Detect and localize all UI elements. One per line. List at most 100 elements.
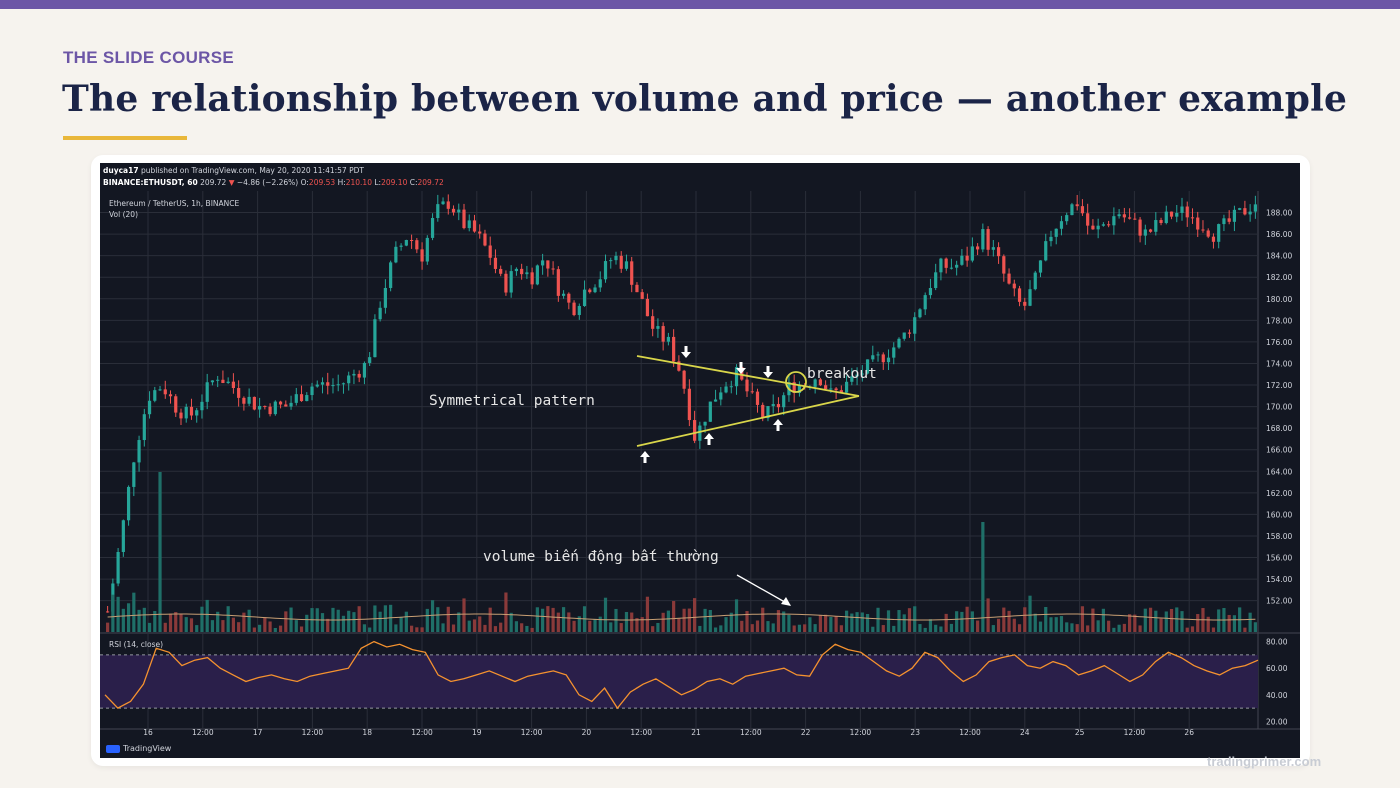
candle-body	[719, 392, 723, 400]
candle-body	[305, 395, 309, 402]
volume-bar	[755, 620, 760, 632]
volume-bar	[713, 627, 718, 632]
candle-body	[404, 239, 408, 246]
volume-bar	[897, 610, 901, 632]
volume-bar	[1253, 622, 1257, 632]
volume-bar	[923, 627, 927, 632]
volume-bar	[855, 612, 859, 632]
volume-arrow-head-icon	[781, 597, 791, 606]
candle-body	[865, 359, 870, 374]
candle-body	[656, 326, 660, 329]
candle-body	[860, 373, 864, 375]
candle-body	[425, 237, 429, 262]
volume-bar	[829, 616, 833, 632]
candle-body	[1101, 224, 1105, 226]
volume-label: Vol (20)	[109, 210, 139, 219]
candle-body	[913, 317, 917, 334]
volume-bar	[902, 614, 906, 632]
chart-published: published on TradingView.com, May 20, 20…	[140, 166, 364, 175]
candle-body	[844, 381, 849, 393]
volume-bar	[137, 609, 141, 632]
volume-bar	[976, 620, 980, 632]
volume-bar	[1190, 626, 1195, 632]
candle-body	[672, 336, 676, 362]
candle-body	[1138, 219, 1142, 236]
breakout-circle	[785, 371, 807, 393]
volume-bar	[263, 617, 267, 632]
candle-body	[1133, 218, 1137, 220]
candle-body	[310, 386, 314, 396]
candle-body	[1023, 301, 1027, 306]
candle-body	[593, 287, 597, 293]
candle-body	[1049, 236, 1053, 242]
candle-body	[221, 379, 225, 384]
candle-body	[1112, 216, 1116, 226]
candle-body	[996, 247, 1001, 257]
candle-body	[918, 309, 922, 318]
triangle-upper-line	[636, 355, 860, 397]
volume-bar	[378, 611, 382, 632]
candle-body	[949, 267, 954, 269]
rsi-band	[100, 654, 1258, 709]
candle-body	[991, 247, 995, 250]
tradingview-logo: TradingView	[106, 744, 171, 753]
candle-body	[284, 404, 288, 407]
volume-bar	[876, 607, 880, 632]
candle-body	[619, 255, 623, 269]
volume-bar	[462, 598, 466, 632]
h-label: H:	[337, 178, 346, 187]
candle-body	[1075, 204, 1079, 207]
volume-bar	[472, 619, 477, 632]
x-tick-label: 12:00	[740, 728, 762, 737]
volume-bar	[252, 627, 256, 632]
volume-bar	[839, 625, 843, 632]
candle-body	[226, 381, 230, 384]
candle-body	[252, 396, 256, 410]
volume-bar	[1002, 607, 1006, 632]
volume-bar	[457, 612, 461, 632]
candle-body	[195, 410, 199, 416]
candle-body	[745, 379, 749, 392]
volume-bar	[693, 598, 697, 632]
candle-body	[640, 292, 644, 299]
volume-arrow-line	[736, 574, 791, 606]
volume-bar	[268, 621, 272, 632]
candle-body	[713, 399, 718, 402]
volume-bar	[1096, 620, 1100, 632]
volume-bar	[210, 620, 215, 632]
candle-body	[1148, 229, 1153, 232]
candle-body	[499, 268, 503, 274]
volume-bar	[294, 620, 298, 632]
candle-body	[378, 307, 382, 320]
candle-body	[273, 401, 277, 415]
volume-bar	[1033, 613, 1037, 632]
volume-bar	[242, 612, 246, 632]
volume-bar	[1091, 608, 1095, 632]
volume-bar	[761, 607, 765, 632]
arrow-down-icon	[736, 362, 746, 374]
candle-body	[651, 316, 655, 329]
candle-body	[771, 404, 775, 407]
volume-bar	[216, 611, 220, 632]
volume-bar	[619, 623, 623, 632]
candle-body	[488, 245, 492, 258]
candle-body	[886, 357, 891, 363]
candle-body	[179, 412, 183, 419]
candle-body	[299, 394, 304, 402]
candle-body	[1217, 224, 1221, 242]
volume-bar	[1075, 624, 1079, 632]
volume-bar	[1175, 607, 1179, 632]
volume-bar	[934, 624, 938, 632]
candle-body	[326, 382, 330, 386]
volume-bar	[939, 626, 943, 632]
volume-bar	[399, 616, 403, 632]
volume-bar	[834, 616, 838, 632]
candle-body	[137, 440, 141, 463]
candle-body	[661, 326, 665, 342]
volume-bar	[787, 614, 791, 632]
candle-body	[965, 255, 969, 261]
candle-body	[818, 379, 822, 386]
volume-bar	[320, 613, 325, 632]
candle-body	[394, 246, 398, 263]
candle-body	[1107, 224, 1111, 226]
